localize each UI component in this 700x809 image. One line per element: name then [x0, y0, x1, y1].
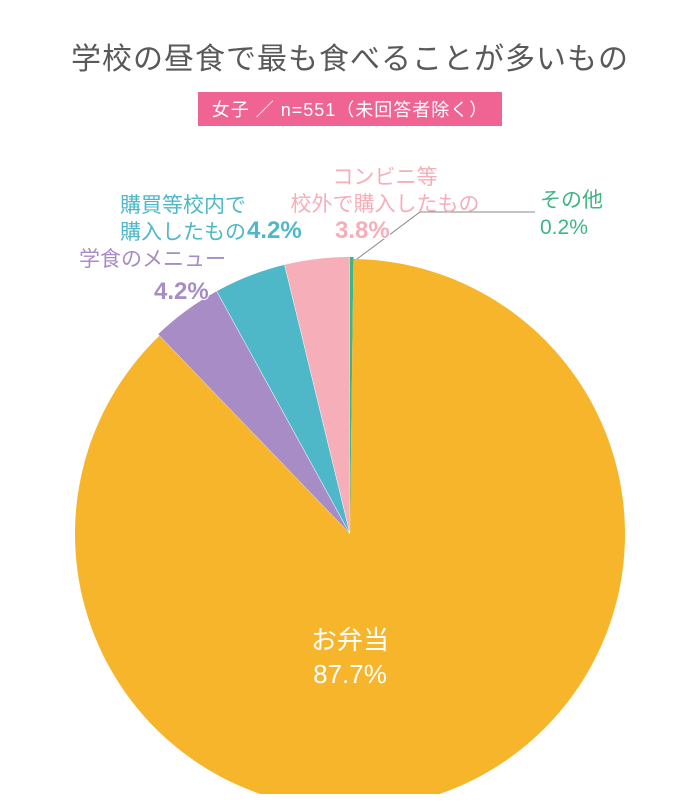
slice-label-gakushoku: 学食のメニュー	[0, 246, 226, 273]
other-name: その他	[540, 187, 603, 214]
bento-pct: 87.7%	[311, 658, 389, 692]
gakushoku-pct: 4.2%	[154, 276, 209, 307]
koubai-pct: 4.2%	[247, 215, 302, 246]
pie-chart: お弁当 87.7% 学食のメニュー 4.2% 購買等校内で 購入したもの 4.2…	[0, 194, 700, 794]
other-pct: 0.2%	[540, 214, 603, 241]
slice-label-koubai: 購買等校内で 購入したもの	[36, 192, 246, 247]
chart-title: 学校の昼食で最も食べることが多いもの	[0, 34, 700, 78]
chart-subtitle: 女子 ／ n=551（未回答者除く）	[198, 92, 503, 126]
pie-svg	[0, 194, 700, 794]
pie-slice-bento	[75, 259, 625, 794]
gakushoku-name: 学食のメニュー	[79, 248, 226, 271]
bento-name: お弁当	[311, 624, 389, 658]
slice-label-other: その他 0.2%	[540, 187, 603, 242]
koubai-line1: 購買等校内で	[36, 192, 246, 219]
conveni-pct: 3.8%	[335, 215, 390, 246]
slice-label-conveni: コンビニ等 校外で購入したもの	[275, 164, 495, 219]
subtitle-wrap: 女子 ／ n=551（未回答者除く）	[0, 92, 700, 126]
slice-label-bento: お弁当 87.7%	[311, 624, 389, 692]
koubai-line2: 購入したもの	[36, 219, 246, 246]
conveni-line1: コンビニ等	[275, 164, 495, 191]
